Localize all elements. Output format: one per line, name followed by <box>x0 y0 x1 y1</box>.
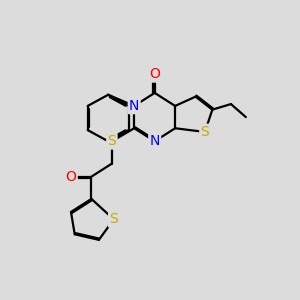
Text: S: S <box>110 212 118 226</box>
Text: N: N <box>129 99 140 113</box>
Text: O: O <box>65 169 76 184</box>
Text: S: S <box>107 134 116 148</box>
Text: N: N <box>149 134 160 148</box>
Text: O: O <box>149 67 160 81</box>
Text: S: S <box>200 125 209 139</box>
